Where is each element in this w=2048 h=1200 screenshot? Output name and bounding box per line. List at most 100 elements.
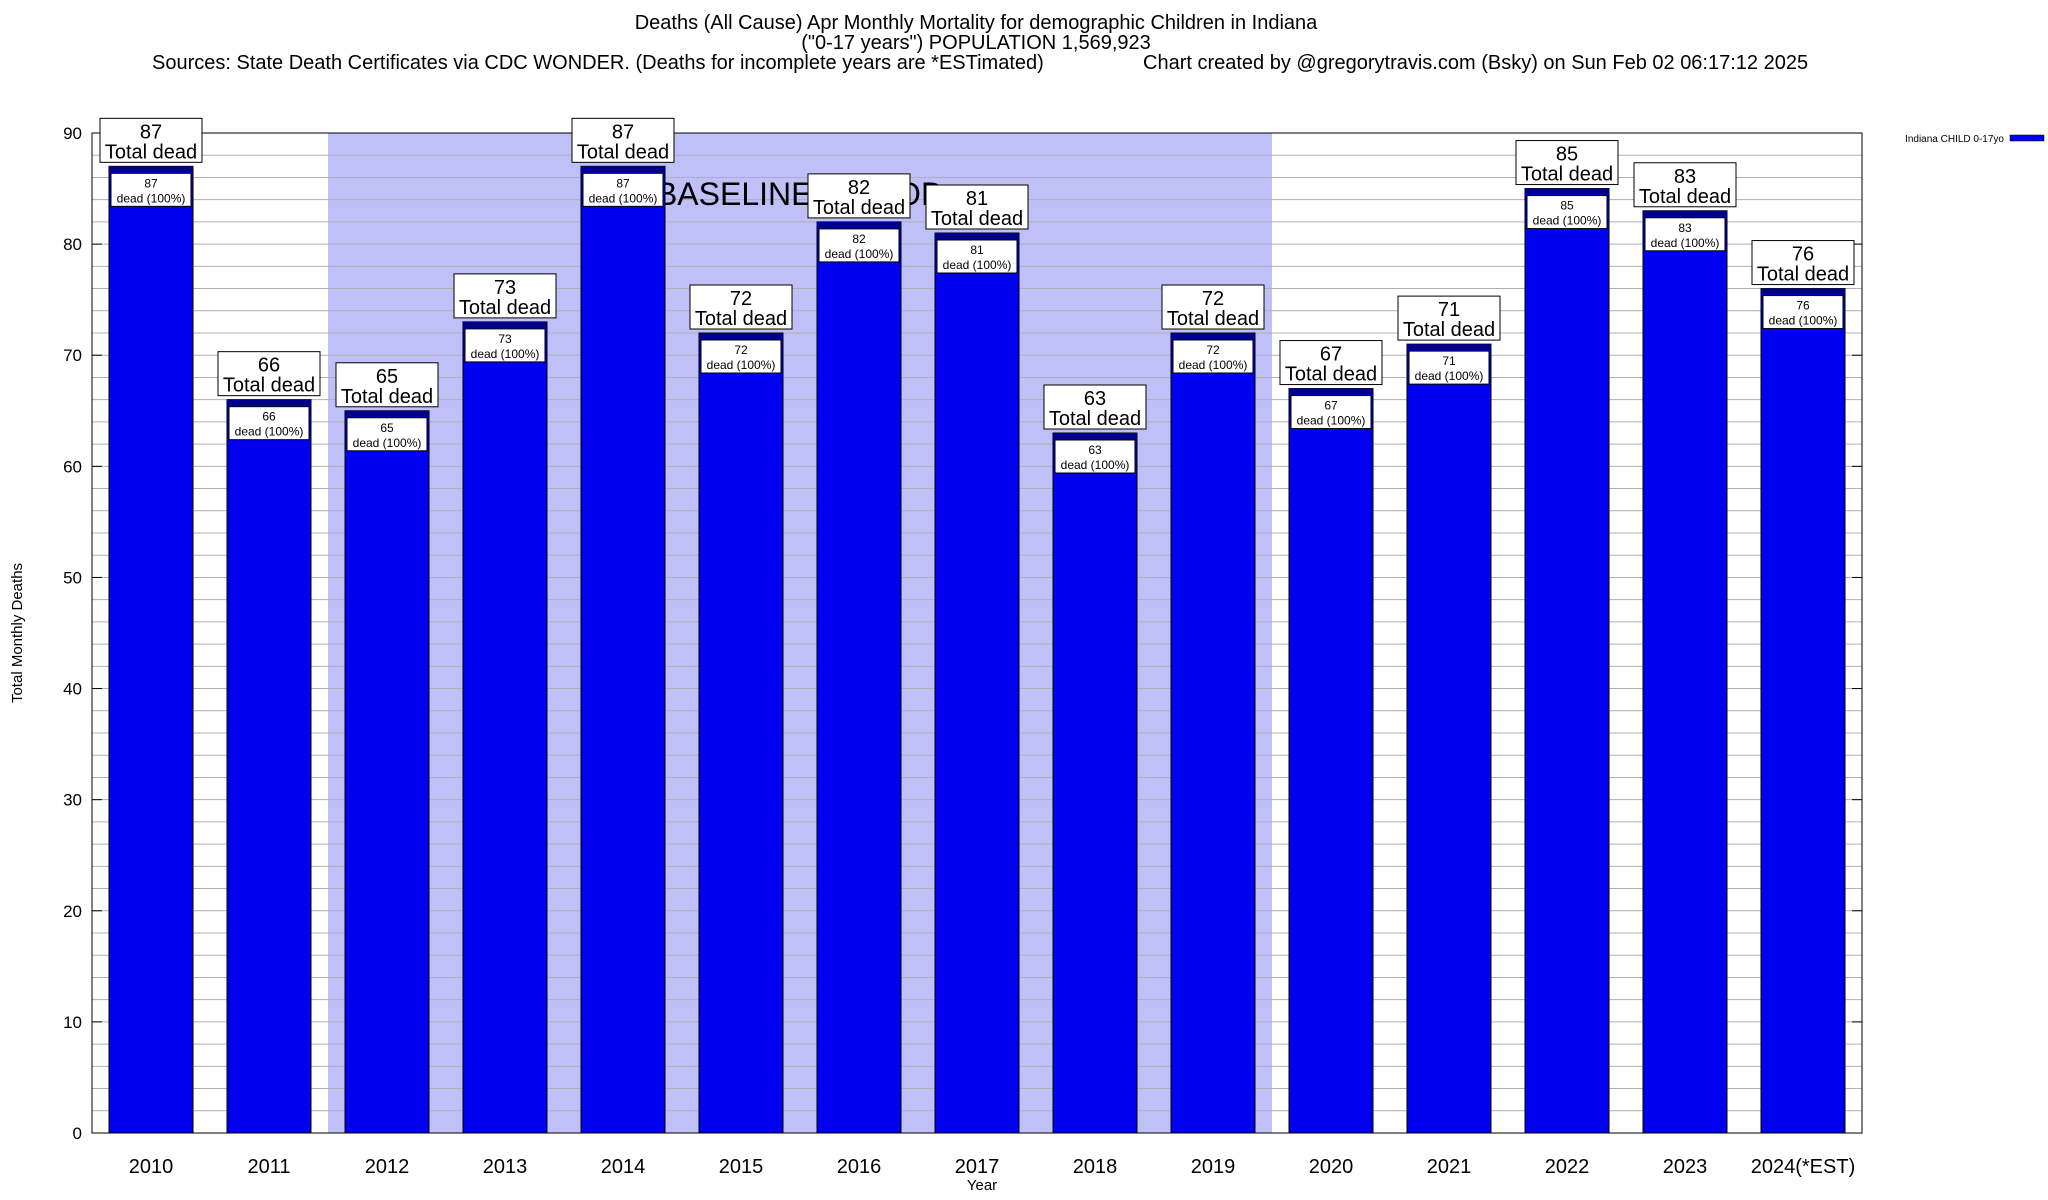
top-label-box (1279, 340, 1383, 386)
bar-cap (1761, 288, 1845, 295)
legend-swatch (2009, 134, 2045, 142)
inner-label-box (1526, 195, 1608, 230)
chart-sources: Sources: State Death Certificates via CD… (152, 52, 1044, 74)
inner-label-text: dead (100%) (235, 425, 304, 439)
inner-label-box (582, 172, 664, 207)
top-label-value: 72 (730, 288, 752, 310)
top-label-box (335, 362, 439, 408)
top-label-box (1633, 162, 1737, 208)
bar (816, 221, 902, 1134)
x-tick-label: 2010 (129, 1156, 174, 1178)
top-label-text: Total dead (695, 308, 787, 330)
bar-cap (109, 166, 193, 173)
top-label-value: 65 (376, 366, 398, 388)
x-tick-label: 2011 (247, 1156, 290, 1178)
inner-label-value: 87 (144, 176, 158, 190)
inner-label-text: dead (100%) (825, 247, 894, 261)
bar-cap (463, 321, 547, 328)
inner-label-box (1762, 295, 1844, 330)
bar (1760, 288, 1846, 1134)
top-label-value: 87 (140, 121, 162, 143)
top-label-text: Total dead (931, 208, 1023, 230)
x-tick-label: 2021 (1427, 1156, 1472, 1178)
x-tick-label: 2014 (601, 1156, 646, 1178)
bar-cap (1171, 333, 1255, 339)
x-tick-label: 2015 (719, 1156, 764, 1178)
y-tick-label: 20 (63, 902, 82, 921)
inner-label-value: 82 (852, 232, 866, 246)
y-tick-label: 70 (63, 346, 82, 365)
x-tick-label: 2024(*EST) (1751, 1156, 1856, 1178)
bar (934, 232, 1020, 1134)
top-label-value: 63 (1084, 388, 1106, 410)
bar (108, 165, 194, 1134)
top-label-box (807, 173, 911, 219)
bar (1524, 188, 1610, 1134)
inner-label-value: 72 (1206, 343, 1220, 357)
inner-label-box (1290, 395, 1372, 430)
bar-cap (817, 221, 901, 228)
bar-cap (581, 166, 665, 173)
inner-label-value: 72 (734, 343, 748, 357)
top-label-text: Total dead (459, 297, 551, 319)
inner-label-text: dead (100%) (471, 347, 540, 361)
top-label-value: 71 (1438, 299, 1460, 321)
inner-label-value: 66 (262, 410, 276, 424)
inner-label-text: dead (100%) (707, 358, 776, 372)
inner-label-box (228, 406, 310, 441)
top-label-value: 85 (1556, 144, 1578, 166)
inner-label-value: 73 (498, 332, 512, 346)
inner-label-text: dead (100%) (1179, 358, 1248, 372)
top-label-box (1043, 384, 1147, 430)
top-label-value: 66 (258, 355, 280, 377)
inner-label-box (464, 328, 546, 363)
inner-label-value: 67 (1324, 399, 1338, 413)
x-tick-label: 2022 (1545, 1156, 1590, 1178)
bar-cap (1525, 188, 1609, 195)
x-tick-label: 2019 (1191, 1156, 1236, 1178)
inner-label-box (1408, 350, 1490, 385)
y-tick-label: 30 (63, 791, 82, 810)
inner-label-box (1172, 339, 1254, 374)
inner-label-text: dead (100%) (943, 258, 1012, 272)
y-tick-label: 80 (63, 235, 82, 254)
top-label-box (925, 184, 1029, 230)
inner-label-text: dead (100%) (589, 191, 658, 205)
legend-label: Indiana CHILD 0-17yo (1905, 134, 2004, 145)
y-axis-title: Total Monthly Deaths (9, 563, 26, 703)
bar-cap (699, 333, 783, 339)
inner-label-text: dead (100%) (1769, 314, 1838, 328)
top-label-value: 67 (1320, 344, 1342, 366)
inner-label-box (346, 417, 428, 452)
chart-title-line1: Deaths (All Cause) Apr Monthly Mortality… (634, 12, 1318, 34)
bar (1288, 388, 1374, 1134)
top-label-text: Total dead (1757, 264, 1849, 286)
top-label-value: 73 (494, 277, 516, 299)
bar (226, 399, 312, 1134)
top-label-value: 72 (1202, 288, 1224, 310)
inner-label-box (700, 339, 782, 374)
inner-label-value: 85 (1560, 199, 1574, 213)
y-tick-label: 90 (63, 124, 82, 143)
top-label-box (217, 351, 321, 397)
top-label-box (453, 273, 557, 319)
top-label-box (1751, 240, 1855, 286)
inner-label-value: 65 (380, 421, 394, 435)
x-tick-label: 2023 (1663, 1156, 1708, 1178)
top-label-box (99, 117, 203, 163)
bar-cap (1407, 344, 1491, 351)
inner-label-box (818, 228, 900, 263)
y-tick-label: 40 (63, 680, 82, 699)
bar (1406, 343, 1492, 1134)
top-label-text: Total dead (1049, 408, 1141, 430)
inner-label-box (110, 172, 192, 207)
inner-label-value: 81 (970, 243, 984, 257)
top-label-value: 87 (612, 121, 634, 143)
bar (344, 410, 430, 1134)
bar-cap (227, 399, 311, 406)
inner-label-text: dead (100%) (1061, 458, 1130, 472)
chart-credit: Chart created by @gregorytravis.com (Bsk… (1143, 52, 1809, 74)
inner-label-box (1054, 439, 1136, 474)
x-tick-label: 2012 (365, 1156, 410, 1178)
top-label-text: Total dead (1639, 186, 1731, 208)
